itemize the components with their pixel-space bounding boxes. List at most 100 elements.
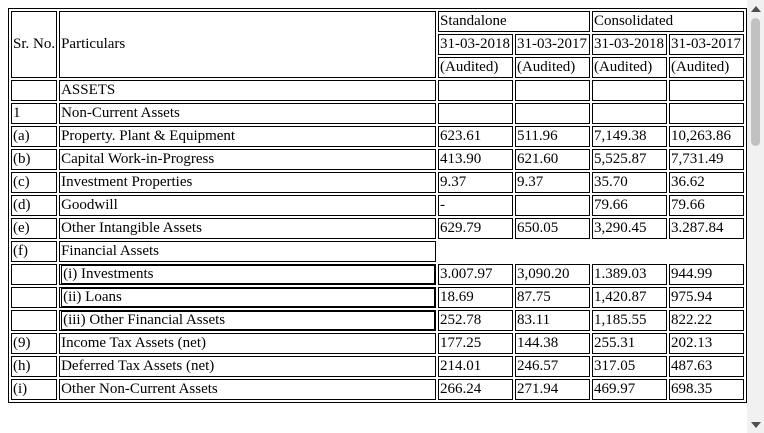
value-cell xyxy=(438,103,513,124)
value-cell: 79.66 xyxy=(591,195,667,216)
consolidated-header: Consolidated xyxy=(591,11,744,32)
value-cell: 9.37 xyxy=(514,172,590,193)
audited-header: (Audited) xyxy=(514,57,590,78)
value-cell: 177.25 xyxy=(438,333,513,354)
particulars-cell: Non-Current Assets xyxy=(59,103,436,124)
value-cell xyxy=(514,103,590,124)
sr-no-cell: (h) xyxy=(11,356,58,377)
value-cell: 3.007.97 xyxy=(438,264,513,285)
table-row: (d) Goodwill - 79.66 79.66 xyxy=(11,195,744,216)
date-header: 31-03-2017 xyxy=(514,34,590,55)
value-cell: 3,290.45 xyxy=(591,218,667,239)
sr-no-cell: (a) xyxy=(11,126,58,147)
value-cell: - xyxy=(438,195,513,216)
value-cell xyxy=(438,80,513,101)
particulars-cell: Income Tax Assets (net) xyxy=(59,333,436,354)
sr-no-cell: (e) xyxy=(11,218,58,239)
value-cell: 822.22 xyxy=(668,310,744,331)
table-row: (9) Income Tax Assets (net) 177.25 144.38 25… xyxy=(11,333,744,354)
value-cell: 252.78 xyxy=(438,310,513,331)
scroll-down-arrow-icon[interactable] xyxy=(747,416,764,433)
value-cell: 18.69 xyxy=(438,287,513,308)
value-cell: 255.31 xyxy=(591,333,667,354)
sr-no-cell xyxy=(11,264,58,285)
date-header: 31-03-2018 xyxy=(438,34,513,55)
value-cell: 10,263.86 xyxy=(668,126,744,147)
value-cell: 35.70 xyxy=(591,172,667,193)
sr-no-cell: (i) xyxy=(11,379,58,400)
table-row: (ii) Loans 18.69 87.75 1,420.87 975.94 xyxy=(11,287,744,308)
value-cell xyxy=(514,80,590,101)
value-cell: 144.38 xyxy=(514,333,590,354)
value-cell: 271.94 xyxy=(514,379,590,400)
particulars-cell: Investment Properties xyxy=(59,172,436,193)
header-row-audited: (Audited) (Audited) (Audited) (Audited) xyxy=(11,57,744,78)
sr-no-cell: (f) xyxy=(11,241,58,262)
value-cell: 623.61 xyxy=(438,126,513,147)
value-cell: 266.24 xyxy=(438,379,513,400)
sr-no-cell xyxy=(11,80,58,101)
particulars-cell: Capital Work-in-Progress xyxy=(59,149,436,170)
value-cell: 83.11 xyxy=(514,310,590,331)
table-row: ASSETS xyxy=(11,80,744,101)
particulars-cell: ASSETS xyxy=(59,80,436,101)
value-cell: 650.05 xyxy=(514,218,590,239)
value-cell xyxy=(591,80,667,101)
particulars-cell: (iii) Other Financial Assets xyxy=(59,310,436,331)
table-row: (a) Property. Plant & Equipment 623.61 511.… xyxy=(11,126,744,147)
value-cell: 246.57 xyxy=(514,356,590,377)
value-cell xyxy=(668,80,744,101)
value-cell: 7,731.49 xyxy=(668,149,744,170)
value-cell: 469.97 xyxy=(591,379,667,400)
standalone-header: Standalone xyxy=(438,11,590,32)
value-cell: 1.389.03 xyxy=(591,264,667,285)
value-cell: 413.90 xyxy=(438,149,513,170)
particulars-cell: Other Intangible Assets xyxy=(59,218,436,239)
value-cell: 9.37 xyxy=(438,172,513,193)
particulars-header: Particulars xyxy=(59,11,436,78)
particulars-cell: (i) Investments xyxy=(59,264,436,285)
header-row-1: Sr. No. Particulars Standalone Consolida… xyxy=(11,11,744,78)
sub-item-label: (iii) Other Financial Assets xyxy=(61,311,435,330)
sr-no-cell: (d) xyxy=(11,195,58,216)
balance-sheet-table: Sr. No. Particulars Standalone Consolida… xyxy=(8,8,747,403)
value-cell xyxy=(668,103,744,124)
scrollbar-thumb[interactable] xyxy=(751,18,760,146)
value-cell: 698.35 xyxy=(668,379,744,400)
sr-no-cell: (c) xyxy=(11,172,58,193)
particulars-cell: Other Non-Current Assets xyxy=(59,379,436,400)
value-cell xyxy=(591,103,667,124)
particulars-cell: Property. Plant & Equipment xyxy=(59,126,436,147)
table-row: (i) Other Non-Current Assets 266.24 271.94 4… xyxy=(11,379,744,400)
value-cell: 79.66 xyxy=(668,195,744,216)
sr-no-header: Sr. No. xyxy=(11,11,58,78)
value-cell: 975.94 xyxy=(668,287,744,308)
value-cell: 3,090.20 xyxy=(514,264,590,285)
value-cell: 36.62 xyxy=(668,172,744,193)
table-row: (f) Financial Assets xyxy=(11,241,744,262)
header-row-dates: 31-03-2018 31-03-2017 31-03-2018 31-03-2… xyxy=(11,34,744,55)
sub-item-label: (i) Investments xyxy=(61,265,435,284)
sr-no-cell: (b) xyxy=(11,149,58,170)
empty-span-cell xyxy=(438,241,744,262)
table-row: (iii) Other Financial Assets 252.78 83.11 1… xyxy=(11,310,744,331)
value-cell: 487.63 xyxy=(668,356,744,377)
sr-no-cell: 1 xyxy=(11,103,58,124)
particulars-cell: Deferred Tax Assets (net) xyxy=(59,356,436,377)
value-cell: 511.96 xyxy=(514,126,590,147)
sr-no-cell: (9) xyxy=(11,333,58,354)
vertical-scrollbar[interactable] xyxy=(747,0,764,433)
table-row: (b) Capital Work-in-Progress 413.90 621.60 5… xyxy=(11,149,744,170)
value-cell: 944.99 xyxy=(668,264,744,285)
value-cell: 621.60 xyxy=(514,149,590,170)
scroll-up-arrow-icon[interactable] xyxy=(747,0,764,17)
table-row: (c) Investment Properties 9.37 9.37 35.70 36.… xyxy=(11,172,744,193)
sr-no-cell xyxy=(11,287,58,308)
value-cell: 202.13 xyxy=(668,333,744,354)
particulars-cell: Financial Assets xyxy=(59,241,436,262)
table-row: (i) Investments 3.007.97 3,090.20 1.389.03 9… xyxy=(11,264,744,285)
audited-header: (Audited) xyxy=(438,57,513,78)
date-header: 31-03-2018 xyxy=(591,34,667,55)
sr-no-cell xyxy=(11,310,58,331)
table-row: 1 Non-Current Assets xyxy=(11,103,744,124)
